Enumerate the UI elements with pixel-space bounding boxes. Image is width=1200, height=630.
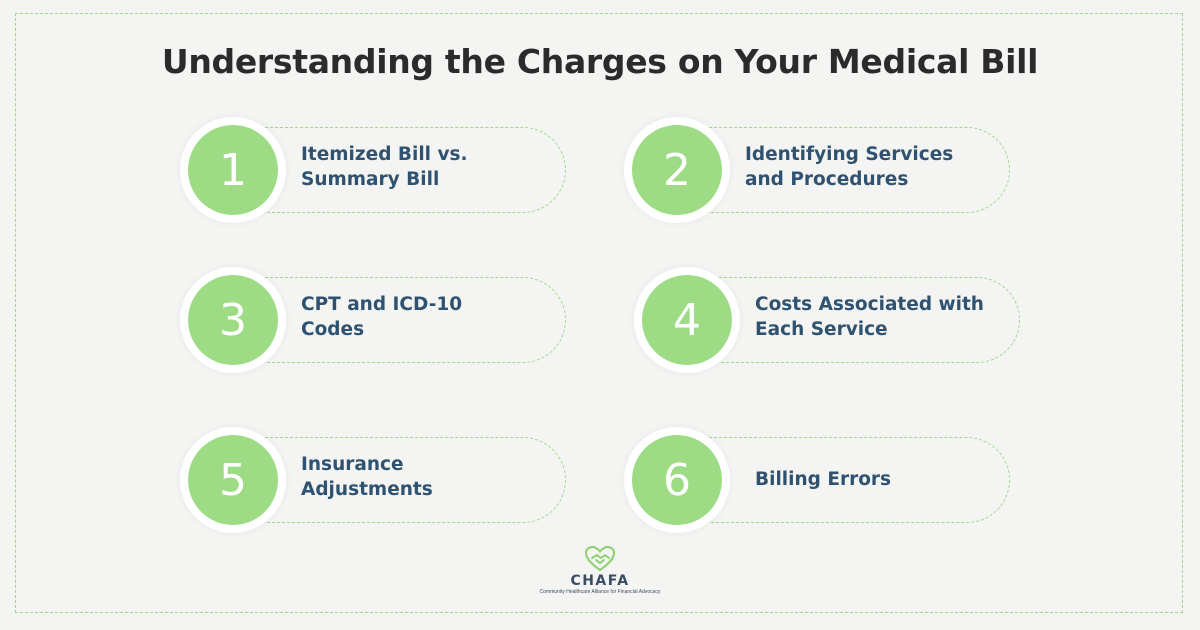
dashed-frame [15, 13, 1183, 613]
logo-tagline: Community Healthcare Alliance for Financ… [539, 589, 661, 595]
step-number-3: 3 [188, 275, 278, 365]
logo-wordmark: CHAFA [570, 573, 630, 589]
step-number-4: 4 [642, 275, 732, 365]
step-number-2: 2 [632, 125, 722, 215]
step-pill [240, 127, 566, 213]
handshake-heart-icon [585, 546, 615, 572]
step-pill [684, 127, 1010, 213]
step-pill [694, 277, 1020, 363]
step-label-4: Costs Associated with Each Service [755, 294, 984, 340]
step-label-6: Billing Errors [755, 469, 892, 490]
step-label-2: Identifying Services and Procedures [745, 144, 954, 190]
step-label-3: CPT and ICD-10 Codes [301, 294, 463, 340]
step-label-5: Insurance Adjustments [301, 454, 433, 500]
chafa-logo: CHAFA Community Healthcare Alliance for … [480, 546, 720, 606]
step-number-6: 6 [632, 435, 722, 525]
step-pill [684, 437, 1010, 523]
step-item-5: 5 Insurance Adjustments [180, 425, 580, 535]
step-number-5: 5 [188, 435, 278, 525]
step-item-6: 6 Billing Errors [624, 425, 1024, 535]
step-pill [240, 437, 566, 523]
page-title: Understanding the Charges on Your Medica… [161, 42, 1039, 81]
step-item-4: 4 Costs Associated with Each Service [634, 265, 1034, 375]
step-item-2: 2 Identifying Services and Procedures [624, 115, 1024, 225]
step-item-1: 1 Itemized Bill vs. Summary Bill [180, 115, 580, 225]
step-pill [240, 277, 566, 363]
step-item-3: 3 CPT and ICD-10 Codes [180, 265, 580, 375]
step-number-1: 1 [188, 125, 278, 215]
step-label-1: Itemized Bill vs. Summary Bill [301, 144, 468, 190]
